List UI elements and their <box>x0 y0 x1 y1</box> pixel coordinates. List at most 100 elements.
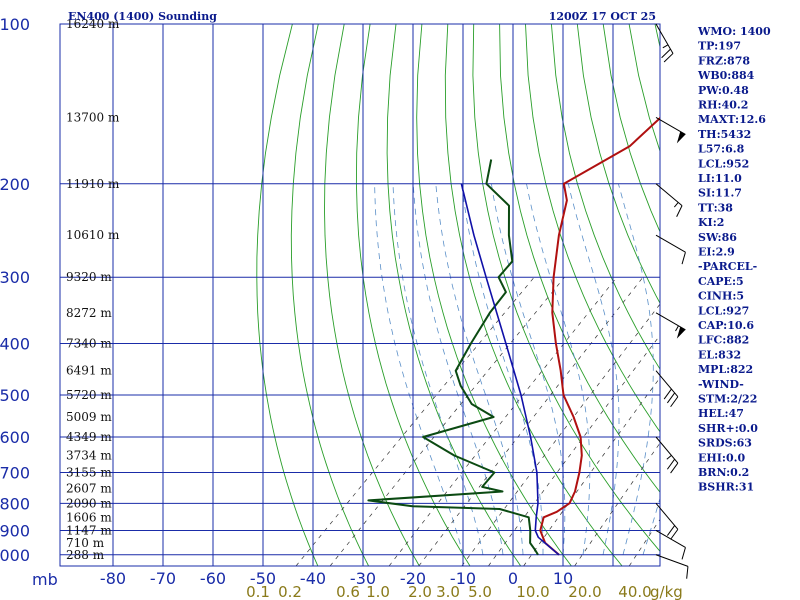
stability-index: BSHR:31 <box>698 481 754 494</box>
height-label: 9320 m <box>66 270 112 284</box>
stability-index: HEL:47 <box>698 407 744 420</box>
mixing-ratio-label: 0.2 <box>278 583 302 600</box>
pressure-tick-label: 900 <box>0 521 30 540</box>
stability-index: CINH:5 <box>698 290 744 303</box>
pressure-tick-label: 700 <box>0 464 30 483</box>
axis-labels: 1002003004005006007008009001000mb-80-70-… <box>0 15 683 600</box>
wind-barb-staff <box>655 183 683 207</box>
moist-adiabat <box>618 183 654 555</box>
temperature-tick-label: -30 <box>350 569 376 588</box>
mixing-ratio-label: 5.0 <box>468 583 492 600</box>
height-label: 16240 m <box>66 17 120 31</box>
wind-barb-half-flag <box>675 325 679 332</box>
stability-index: BRN:0.2 <box>698 466 749 479</box>
parcel-profile <box>460 183 560 556</box>
wind-barb-staff <box>655 530 686 548</box>
wind-barb <box>655 234 686 265</box>
mixing-ratio-label: 3.0 <box>436 583 460 600</box>
wind-barb-flag <box>676 205 683 217</box>
wind-barb-staff <box>655 554 689 567</box>
height-label: 1606 m <box>66 510 112 524</box>
dry-adiabat <box>290 24 370 566</box>
height-label: 6491 m <box>66 364 112 378</box>
height-label: 8272 m <box>66 306 112 320</box>
height-label: 4349 m <box>66 430 112 444</box>
mixing-ratio-unit: g/kg <box>650 583 683 600</box>
pressure-tick-label: 200 <box>0 175 30 194</box>
mixing-ratio-line <box>388 276 618 566</box>
temperature-tick-label: -10 <box>450 569 476 588</box>
mixing-ratio-label: 1.0 <box>366 583 390 600</box>
stability-index: EI:2.9 <box>698 246 735 259</box>
wind-barb <box>655 502 679 540</box>
mixing-ratio-line <box>418 276 644 566</box>
wind-barb-staff <box>655 23 674 54</box>
stability-index: WMO: 1400 <box>697 25 771 38</box>
pressure-tick-label: 300 <box>0 268 30 287</box>
moist-adiabat <box>526 183 591 555</box>
wind-barb-flag <box>666 458 676 470</box>
temperature-tick-label: -70 <box>150 569 176 588</box>
wind-barb-staff <box>655 117 686 135</box>
stability-index: CAPE:5 <box>698 275 744 288</box>
stability-index: STM:2/22 <box>698 393 757 406</box>
wind-barb-flag <box>670 462 679 474</box>
wind-barb <box>655 554 689 579</box>
dry-adiabat <box>386 24 522 566</box>
wind-barb-flag <box>666 392 676 404</box>
wind-barb <box>655 117 686 144</box>
mixing-ratio-line <box>461 303 660 566</box>
wind-barb-pennant <box>676 131 686 144</box>
stability-index: SW:86 <box>698 231 737 244</box>
sounding-profiles <box>367 116 660 556</box>
dry-adiabat <box>256 24 319 566</box>
stability-index: WB0:884 <box>697 69 755 82</box>
stability-index: MPL:822 <box>698 363 753 376</box>
station-title: EN400 (1400) Sounding <box>68 10 217 23</box>
wind-barb-staff <box>655 502 679 530</box>
wind-barb <box>655 370 679 408</box>
wind-barb-flag <box>666 525 676 536</box>
wind-barb-half-flag <box>673 202 679 208</box>
wind-barb <box>655 436 679 474</box>
height-label: 3734 m <box>66 448 112 462</box>
mixing-ratio-line <box>628 518 660 566</box>
mixing-ratio-line <box>523 377 660 566</box>
temperature-tick-label: -60 <box>200 569 226 588</box>
height-label: 710 m <box>66 536 105 550</box>
wind-barbs <box>655 23 689 579</box>
chart-header: EN400 (1400) Sounding 1200Z 17 OCT 25 <box>68 10 656 23</box>
mixing-ratio-label: 0.6 <box>336 583 360 600</box>
stability-index: KI:2 <box>698 216 724 229</box>
dry-adiabat <box>324 24 420 566</box>
valid-time: 1200Z 17 OCT 25 <box>549 10 656 23</box>
stability-index: EHI:0.0 <box>698 451 745 464</box>
moist-adiabat <box>392 183 484 555</box>
height-label: 7340 m <box>66 337 112 351</box>
dry-adiabat <box>472 24 660 552</box>
wind-barb-flag <box>681 252 686 265</box>
wind-barb-staff <box>655 370 679 398</box>
stability-index: PW:0.48 <box>698 84 749 97</box>
height-label: 2607 m <box>66 481 112 495</box>
mixing-ratio-label: 10.0 <box>516 583 549 600</box>
stability-index: -PARCEL- <box>698 260 757 273</box>
stability-index: LFC:882 <box>698 334 749 347</box>
wind-barb-flag <box>681 547 686 560</box>
stability-index: LI:11.0 <box>698 172 742 185</box>
height-label: 11910 m <box>66 177 120 191</box>
wind-barb-flag <box>670 529 679 540</box>
pressure-tick-label: 800 <box>0 494 30 513</box>
height-label: 1147 m <box>66 523 112 537</box>
plot-frame <box>59 23 661 567</box>
dry-adiabat <box>499 24 660 493</box>
height-label: 288 m <box>66 548 105 562</box>
dry-adiabat <box>444 24 623 566</box>
wind-barb-flag <box>663 53 674 63</box>
moist-adiabat <box>435 183 524 555</box>
height-label: 3155 m <box>66 466 112 480</box>
stability-index: MAXT:12.6 <box>698 113 766 126</box>
pressure-tick-label: 1000 <box>0 546 30 565</box>
wind-barb-flag <box>686 566 689 579</box>
stability-index: TT:38 <box>698 201 733 214</box>
